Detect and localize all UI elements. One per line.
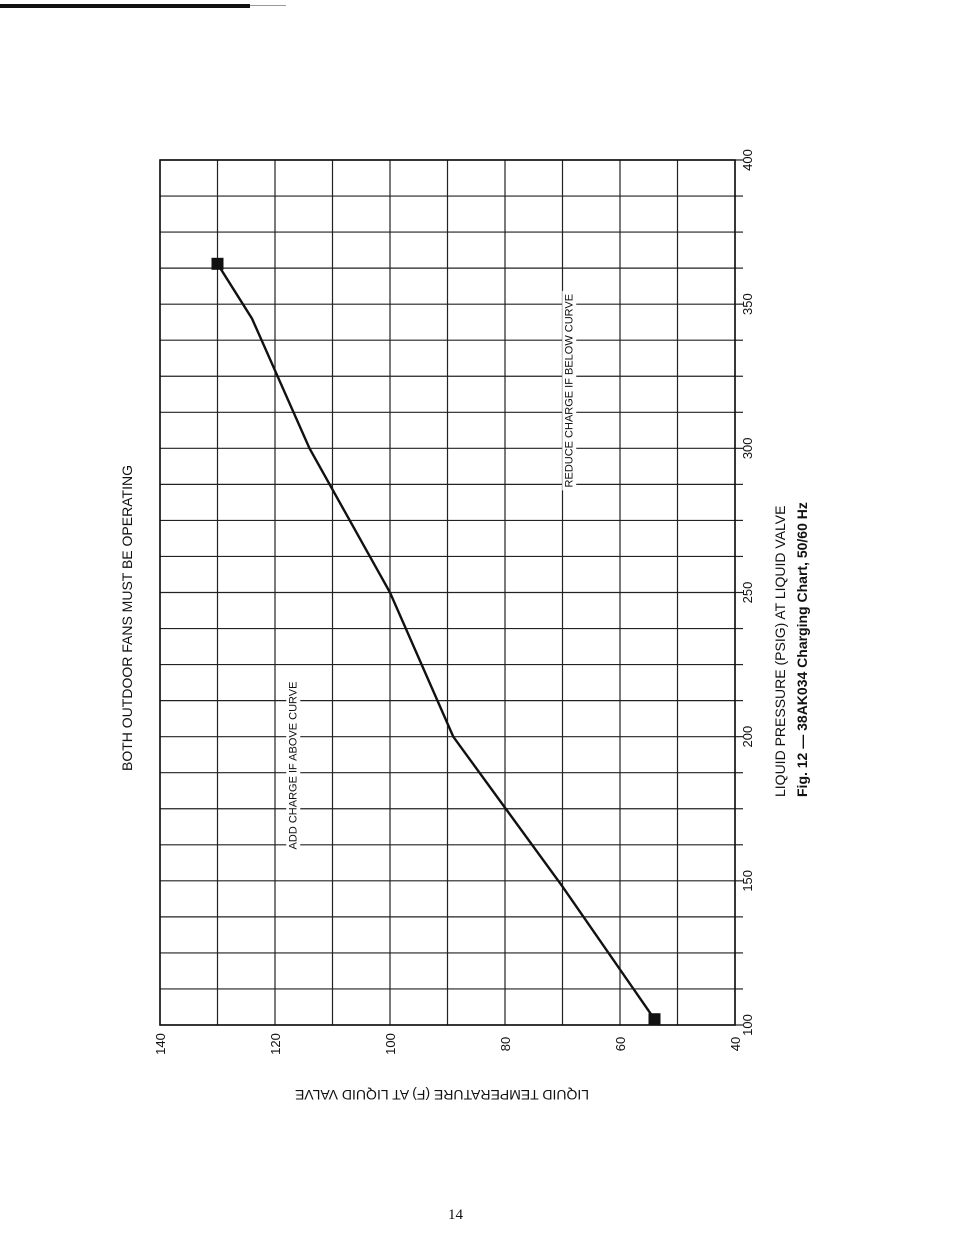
y-tick-label: 40 [728, 1037, 743, 1051]
region-note-text: REDUCE CHARGE IF BELOW CURVE [563, 294, 575, 488]
region-note-text: ADD CHARGE IF ABOVE CURVE [287, 682, 299, 850]
region-note-backing [286, 678, 301, 853]
figure-caption: Fig. 12 — 38AK034 Charging Chart, 50/60 … [794, 502, 810, 797]
x-tick-label: 350 [740, 293, 755, 315]
endpoint-marker [648, 1013, 661, 1026]
top-rule-thin [250, 5, 286, 6]
y-tick-label: 60 [613, 1037, 628, 1051]
region-note-backing [562, 290, 577, 491]
grid [159, 159, 743, 1026]
tick-labels: 100 150 200 250 300 350 400 40 60 80 100 120 140 [153, 149, 755, 1055]
x-tick-label: 400 [740, 149, 755, 171]
x-tick-label: 100 [740, 1014, 755, 1036]
banner-text: BOTH OUTDOOR FANS MUST BE OPERATING [119, 465, 135, 771]
x-axis-title: LIQUID PRESSURE (PSIG) AT LIQUID VALVE [772, 506, 788, 797]
charging-curve [211, 257, 661, 1026]
y-axis-title: LIQUID TEMPERATURE (F) AT LIQUID VALVE [295, 1087, 589, 1103]
y-tick-label: 140 [153, 1033, 168, 1055]
page-number: 14 [448, 1207, 463, 1223]
x-tick-label: 200 [740, 726, 755, 748]
x-tick-label: 150 [740, 870, 755, 892]
plot-frame [159, 159, 736, 1026]
endpoint-marker [211, 257, 224, 270]
region-note: REDUCE CHARGE IF BELOW CURVE [562, 290, 577, 491]
x-tick-label: 250 [740, 582, 755, 604]
curve-line [216, 263, 656, 1020]
top-rule [0, 4, 250, 8]
region-note: ADD CHARGE IF ABOVE CURVE [286, 678, 301, 853]
y-tick-label: 120 [268, 1033, 283, 1055]
y-tick-label: 80 [498, 1037, 513, 1051]
y-tick-label: 100 [383, 1033, 398, 1055]
region-notes: ADD CHARGE IF ABOVE CURVE REDUCE CHARGE I… [286, 290, 577, 853]
x-tick-label: 300 [740, 437, 755, 459]
